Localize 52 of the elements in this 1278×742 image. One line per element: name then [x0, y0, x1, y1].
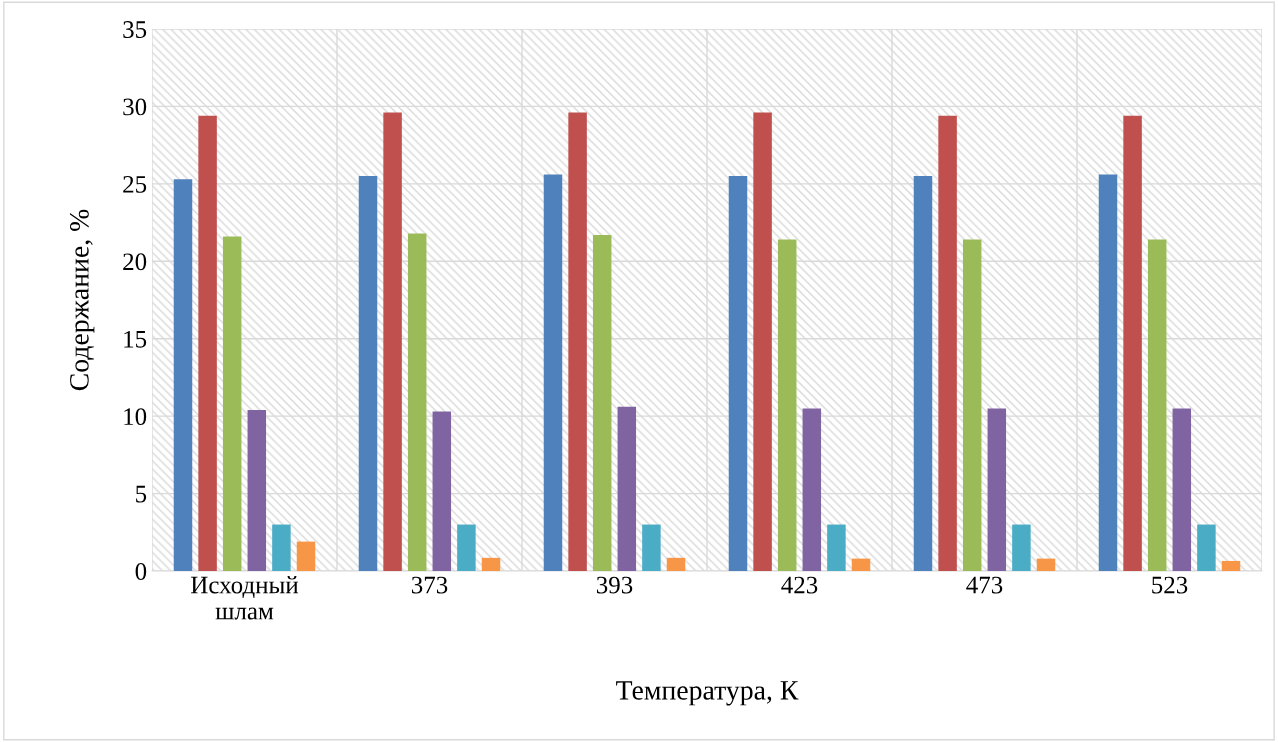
- y-tick-label: 25: [123, 175, 147, 193]
- bar: [173, 179, 193, 571]
- bar: [198, 115, 217, 571]
- y-axis-title: Содержание, %: [69, 209, 95, 391]
- bar: [457, 524, 476, 571]
- bar: [1172, 408, 1192, 571]
- bar: [247, 409, 267, 571]
- bar: [383, 112, 402, 571]
- bar: [272, 524, 291, 571]
- bar: [407, 233, 427, 571]
- bar: [617, 406, 637, 571]
- bar: [1098, 174, 1118, 571]
- y-tick-label: 30: [123, 98, 147, 116]
- bar: [1197, 524, 1216, 571]
- bar: [642, 524, 661, 571]
- bar: [358, 176, 378, 571]
- bar: [1147, 239, 1167, 571]
- bar: [296, 541, 316, 571]
- x-axis-title: Температура, К: [616, 681, 799, 706]
- y-tick-label: 10: [124, 408, 147, 426]
- bar: [851, 558, 871, 571]
- bar: [481, 557, 501, 571]
- bar: [777, 239, 797, 571]
- x-tick-label: 423: [781, 576, 818, 594]
- bar: [802, 408, 822, 571]
- x-tick-label: 523: [1152, 576, 1188, 594]
- bar: [913, 176, 933, 571]
- x-tick-label: 373: [411, 576, 448, 594]
- bar: [987, 408, 1007, 571]
- bar: [222, 236, 242, 571]
- bar: [938, 115, 957, 571]
- x-tick-label: Исходный шлам: [191, 576, 299, 620]
- bar: [827, 524, 846, 571]
- bar: [1221, 560, 1241, 571]
- bar: [543, 174, 563, 571]
- bar: [728, 176, 748, 571]
- y-tick-label: 20: [123, 253, 147, 271]
- bar: [1123, 115, 1142, 571]
- bar: [962, 239, 982, 571]
- bar: [753, 112, 772, 571]
- y-tick-label: 15: [124, 330, 147, 348]
- bar: [432, 411, 452, 571]
- bar: [666, 557, 686, 571]
- x-tick-label: 473: [966, 576, 1003, 594]
- bar: [592, 234, 612, 571]
- y-tick-label: 35: [123, 21, 147, 38]
- bar: [1012, 524, 1031, 571]
- y-tick-label: 0: [135, 563, 147, 580]
- x-tick-label: 393: [596, 576, 633, 594]
- y-tick-label: 5: [136, 485, 147, 503]
- bar: [1036, 558, 1056, 571]
- bar: [568, 112, 587, 571]
